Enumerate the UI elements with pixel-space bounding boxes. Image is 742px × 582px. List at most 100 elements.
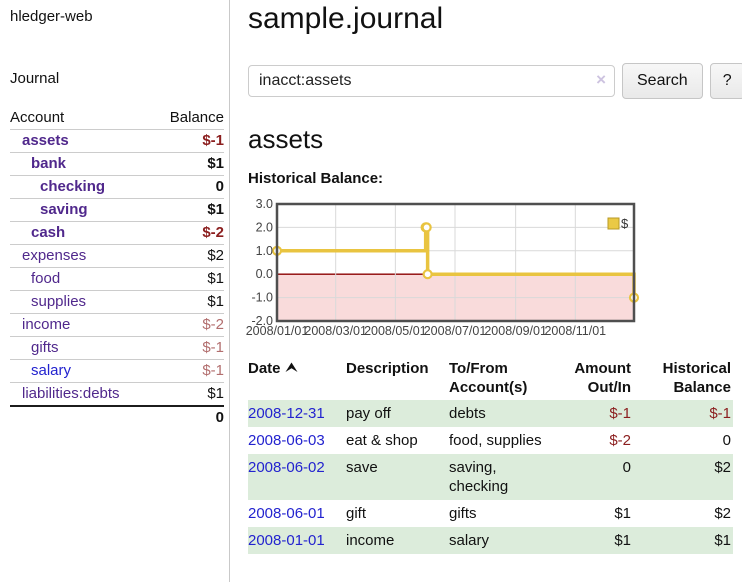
transaction-description: income	[346, 532, 395, 549]
transaction-accounts: salary	[449, 532, 490, 549]
account-row: salary $-1	[10, 359, 224, 383]
transaction-balance: $1	[714, 532, 731, 549]
register-table: Date Description To/From Account(s) Amou…	[248, 357, 733, 554]
account-link[interactable]: cash	[31, 224, 66, 241]
transaction-row: 2008-06-02 save saving, checking 0 $2	[248, 454, 733, 500]
clear-search-icon[interactable]: ×	[596, 70, 606, 89]
account-link[interactable]: income	[22, 316, 71, 333]
main-content: sample.journal × Search ? assets Histori…	[230, 0, 742, 582]
svg-text:1.0: 1.0	[256, 244, 273, 258]
accounts-table: Account Balance assets $-1 bank $1 checking 0…	[10, 107, 224, 429]
transaction-description: save	[346, 459, 378, 476]
account-balance: $2	[153, 244, 224, 268]
register-header-description: Description	[346, 360, 429, 377]
app-title-link[interactable]: hledger-web	[10, 8, 93, 25]
account-row: gifts $-1	[10, 336, 224, 360]
transaction-accounts: saving, checking	[449, 459, 509, 495]
svg-text:2008/09/01: 2008/09/01	[484, 324, 547, 338]
account-row: liabilities:debts $1	[10, 382, 224, 406]
transaction-amount: 0	[622, 459, 631, 476]
register-header-amount: Amount Out/In	[574, 360, 631, 396]
search-form: × Search ?	[248, 63, 742, 99]
register-header-row: Date Description To/From Account(s) Amou…	[248, 357, 733, 400]
account-link[interactable]: food	[31, 270, 61, 287]
search-button[interactable]: Search	[622, 63, 703, 99]
account-balance: $1	[153, 290, 224, 314]
svg-text:$: $	[621, 216, 629, 231]
register-header-accounts: To/From Account(s)	[449, 360, 528, 396]
account-link[interactable]: salary	[31, 362, 72, 379]
account-link[interactable]: saving	[40, 201, 88, 218]
sidebar: hledger-web Journal Account Balance asse…	[0, 0, 230, 582]
accounts-total-row: 0	[10, 405, 224, 429]
accounts-header-account: Account	[10, 109, 65, 126]
transaction-description: gift	[346, 505, 367, 522]
transaction-date-link[interactable]: 2008-06-03	[248, 432, 325, 449]
transaction-date-link[interactable]: 2008-12-31	[248, 405, 325, 422]
account-link[interactable]: assets	[22, 132, 69, 149]
transaction-row: 2008-01-01 income salary $1 $1	[248, 527, 733, 554]
transaction-accounts: debts	[449, 405, 486, 422]
account-row: food $1	[10, 267, 224, 291]
transaction-amount: $-1	[609, 405, 631, 422]
account-link[interactable]: liabilities:debts	[22, 385, 120, 402]
account-balance: 0	[153, 175, 224, 199]
account-link[interactable]: checking	[40, 178, 106, 195]
accounts-header-balance: Balance	[169, 109, 224, 126]
sidebar-item-journal[interactable]: Journal	[10, 70, 60, 87]
sort-asc-icon	[285, 359, 298, 378]
svg-text:3.0: 3.0	[256, 197, 273, 211]
transaction-balance: $-1	[709, 405, 731, 422]
transaction-date-link[interactable]: 2008-06-02	[248, 459, 325, 476]
search-input[interactable]	[248, 65, 615, 97]
transaction-amount: $1	[614, 532, 631, 549]
svg-text:2008/05/01: 2008/05/01	[364, 324, 427, 338]
historical-balance-chart: $3.0 2.0 1.0 0.0 -1.0 -2.02008/01/012008/03/0…	[246, 197, 640, 338]
transaction-row: 2008-06-01 gift gifts $1 $2	[248, 500, 733, 527]
account-link[interactable]: gifts	[31, 339, 59, 356]
accounts-total-balance: 0	[153, 405, 224, 429]
account-link[interactable]: bank	[31, 155, 67, 172]
transaction-date-link[interactable]: 2008-01-01	[248, 532, 325, 549]
account-balance: $1	[153, 382, 224, 406]
account-row: bank $1	[10, 152, 224, 176]
account-row: saving $1	[10, 198, 224, 222]
chart-box: $3.0 2.0 1.0 0.0 -1.0 -2.0 2008/01/01 2008/03/0…	[246, 197, 742, 341]
page-title: sample.journal	[248, 2, 444, 35]
transaction-description: pay off	[346, 405, 391, 422]
account-row: supplies $1	[10, 290, 224, 314]
transaction-date-link[interactable]: 2008-06-01	[248, 505, 325, 522]
svg-text:-2.0: -2.0	[251, 314, 273, 328]
svg-text:2008/03/01: 2008/03/01	[304, 324, 367, 338]
svg-text:2008/01/01: 2008/01/01	[246, 324, 309, 338]
register-body: 2008-12-31 pay off debts $-1 $-1 2008-06-03 ea…	[248, 400, 733, 554]
account-row: expenses $2	[10, 244, 224, 268]
chart-heading: Historical Balance:	[248, 170, 384, 187]
account-balance: $-2	[153, 313, 224, 337]
transaction-row: 2008-06-03 eat & shop food, supplies $-2 0	[248, 427, 733, 454]
account-balance: $-1	[153, 359, 224, 383]
account-row: income $-2	[10, 313, 224, 337]
transaction-row: 2008-12-31 pay off debts $-1 $-1	[248, 400, 733, 427]
account-row: cash $-2	[10, 221, 224, 245]
account-link[interactable]: expenses	[22, 247, 87, 264]
account-row: assets $-1	[10, 129, 224, 153]
account-balance: $1	[153, 152, 224, 176]
accounts-body: assets $-1 bank $1 checking 0 saving $1 cash $-2 e…	[10, 129, 224, 406]
transaction-amount: $-2	[609, 432, 631, 449]
transaction-description: eat & shop	[346, 432, 418, 449]
transaction-accounts: gifts	[449, 505, 477, 522]
register-header-balance: Historical Balance	[662, 360, 731, 396]
transaction-balance: $2	[714, 459, 731, 476]
account-balance: $-2	[153, 221, 224, 245]
svg-text:2008/07/01: 2008/07/01	[424, 324, 487, 338]
register-header-date[interactable]: Date	[248, 357, 346, 400]
transaction-accounts: food, supplies	[449, 432, 542, 449]
svg-text:2.0: 2.0	[256, 220, 273, 234]
help-button[interactable]: ?	[709, 63, 742, 99]
account-link[interactable]: supplies	[31, 293, 87, 310]
accounts-header-row: Account Balance	[10, 107, 224, 130]
transaction-balance: $2	[714, 505, 731, 522]
transaction-amount: $1	[614, 505, 631, 522]
